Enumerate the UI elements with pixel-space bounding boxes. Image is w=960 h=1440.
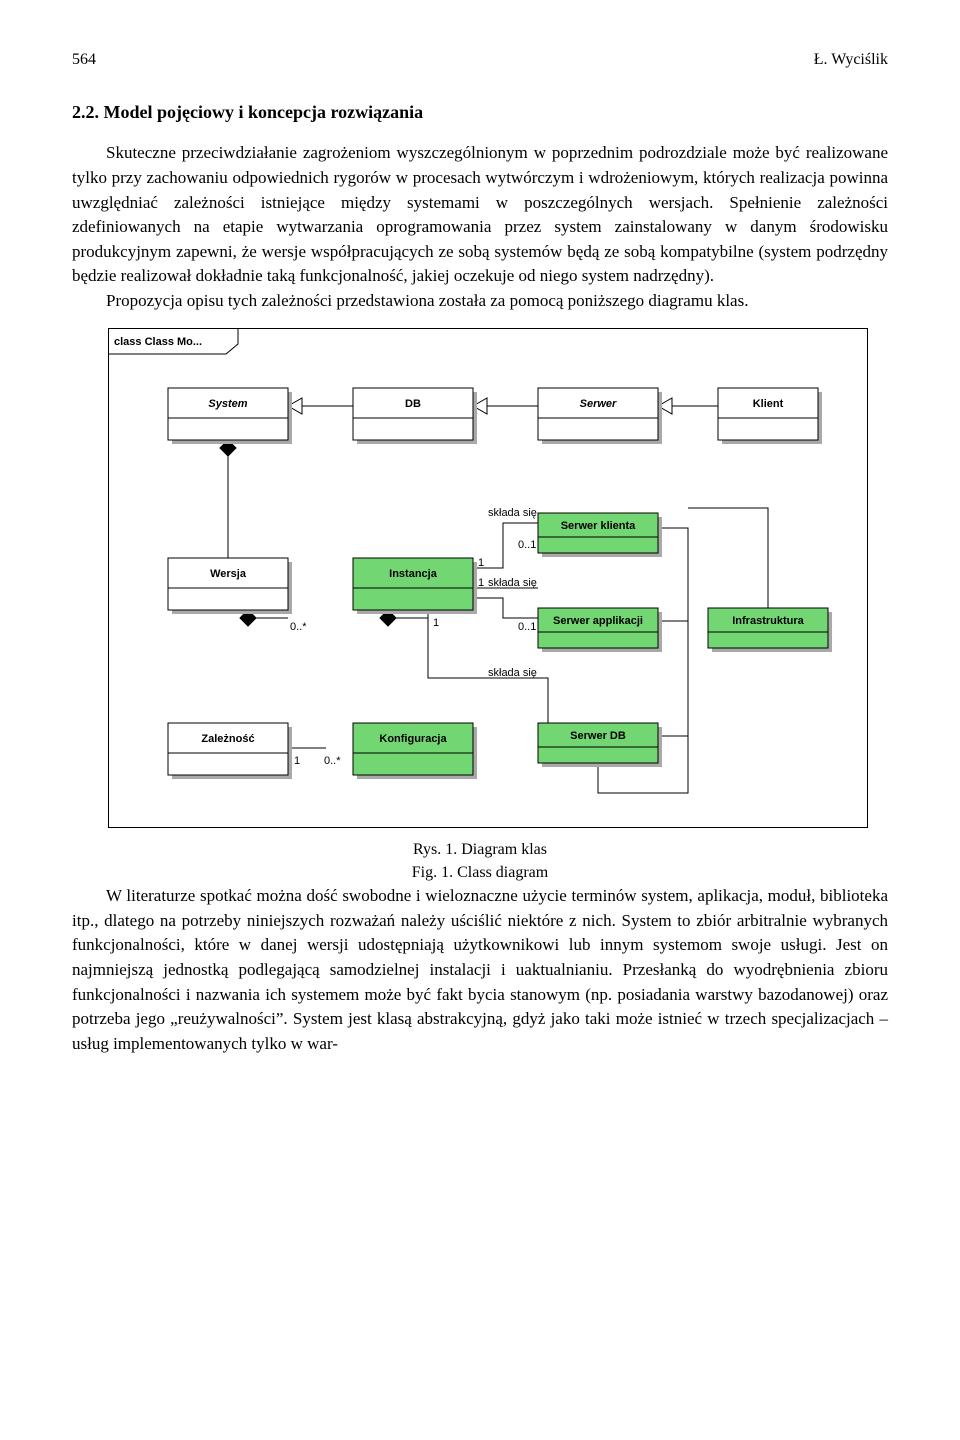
para-2: Propozycja opisu tych zależności przedst… (72, 289, 888, 314)
svg-text:1: 1 (478, 557, 484, 569)
svg-text:składa się: składa się (488, 667, 537, 679)
class-diagram: class Class Mo... 0..* składa się 1 0..1 skła… (108, 328, 888, 828)
author: Ł. Wyciślik (814, 48, 888, 71)
uml-svg: class Class Mo... 0..* składa się 1 0..1 skła… (108, 328, 868, 828)
svg-text:składa się: składa się (488, 577, 537, 589)
figure-caption: Rys. 1. Diagram klas Fig. 1. Class diagr… (72, 838, 888, 884)
svg-text:Zależność: Zależność (201, 733, 254, 745)
svg-text:0..1: 0..1 (518, 621, 536, 633)
svg-text:0..1: 0..1 (518, 539, 536, 551)
svg-text:Serwer applikacji: Serwer applikacji (553, 615, 643, 627)
svg-text:DB: DB (405, 398, 421, 410)
svg-text:0..*: 0..* (290, 621, 307, 633)
svg-text:Serwer klienta: Serwer klienta (561, 520, 636, 532)
svg-text:1: 1 (294, 755, 300, 767)
para-1: Skuteczne przeciwdziałanie zagrożeniom w… (72, 141, 888, 289)
svg-text:0..*: 0..* (324, 755, 341, 767)
svg-text:Konfiguracja: Konfiguracja (379, 733, 447, 745)
section-heading: 2.2. Model pojęciowy i koncepcja rozwiąz… (72, 99, 888, 125)
svg-text:Klient: Klient (753, 398, 784, 410)
caption-fig: Fig. 1. Class diagram (412, 864, 548, 881)
svg-text:Serwer DB: Serwer DB (570, 730, 626, 742)
svg-text:1: 1 (478, 577, 484, 589)
svg-text:Infrastruktura: Infrastruktura (732, 615, 804, 627)
svg-text:class Class Mo...: class Class Mo... (114, 336, 202, 348)
caption-rys: Rys. 1. Diagram klas (413, 841, 547, 858)
svg-text:Instancja: Instancja (389, 568, 438, 580)
page-number: 564 (72, 48, 96, 71)
svg-text:Wersja: Wersja (210, 568, 247, 580)
svg-text:System: System (208, 398, 247, 410)
svg-text:Serwer: Serwer (580, 398, 617, 410)
section-title: Model pojęciowy i koncepcja rozwiązania (104, 102, 424, 122)
para-3: W literaturze spotkać można dość swobodn… (72, 884, 888, 1056)
svg-text:składa się: składa się (488, 507, 537, 519)
section-number: 2.2. (72, 102, 99, 122)
svg-text:1: 1 (433, 617, 439, 629)
